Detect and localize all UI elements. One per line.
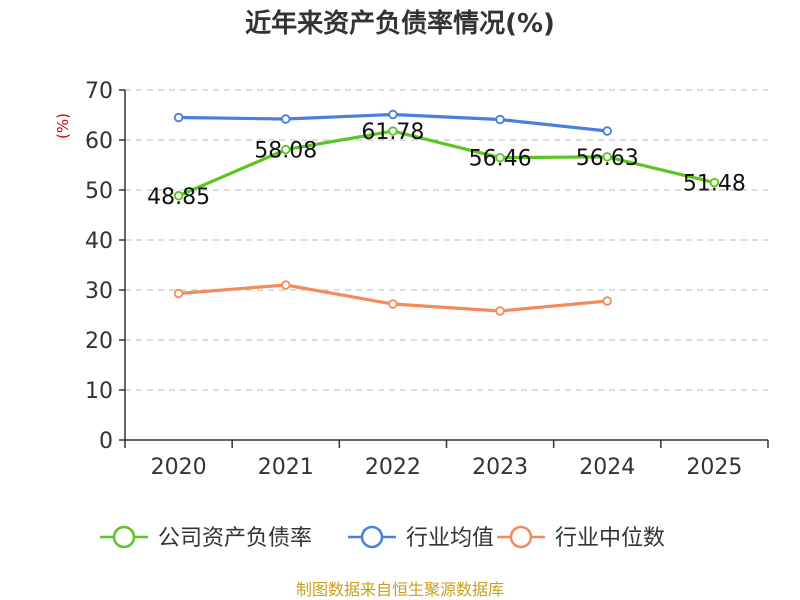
x-tick-label: 2021	[258, 455, 314, 480]
axes: 0 10 20 30 40 50 60 70 2020 2021 2022 2023 2024 2025	[85, 79, 769, 480]
x-tick-label: 2023	[472, 455, 528, 480]
y-tick-label: 30	[85, 279, 113, 304]
data-label: 58.08	[254, 139, 317, 164]
data-point	[281, 144, 291, 155]
x-tick-label: 2022	[365, 455, 421, 480]
data-point	[388, 299, 398, 309]
data-point	[388, 126, 398, 136]
data-point	[173, 288, 184, 299]
y-axis-unit: (%)	[54, 113, 72, 139]
legend: 公司资产负债率 行业均值 行业中位数	[100, 525, 665, 551]
y-tick-label: 50	[85, 179, 113, 204]
source-note: 制图数据来自恒生聚源数据库	[296, 580, 504, 599]
data-label: 48.85	[147, 185, 210, 210]
data-point	[173, 191, 184, 201]
data-point	[709, 177, 720, 188]
data-label: 51.48	[683, 172, 746, 197]
data-point	[495, 306, 505, 316]
data-label: 61.78	[361, 120, 424, 145]
y-tick-label: 60	[85, 129, 113, 154]
legend-marker	[509, 525, 533, 549]
legend-label: 公司资产负债率	[158, 526, 312, 551]
y-tick-label: 70	[85, 79, 113, 104]
y-tick-label: 10	[85, 379, 113, 404]
y-tick-label: 0	[99, 429, 113, 454]
data-point	[281, 114, 291, 124]
y-tick-label: 20	[85, 329, 113, 354]
data-label: 56.46	[469, 147, 532, 172]
legend-marker	[360, 525, 384, 549]
x-tick-label: 2020	[151, 455, 207, 480]
data-point	[602, 152, 612, 162]
grid-lines	[125, 89, 768, 391]
y-tick-label: 40	[85, 229, 113, 254]
data-point	[495, 152, 505, 163]
chart-title: 近年来资产负债率情况(%)	[245, 8, 555, 39]
data-point	[495, 114, 505, 125]
legend-label: 行业均值	[406, 526, 494, 551]
data-point	[281, 280, 291, 290]
series-line-0	[177, 129, 715, 198]
legend-marker	[112, 525, 136, 549]
data-point	[173, 112, 184, 123]
data-point	[602, 126, 612, 136]
x-tick-label: 2024	[579, 455, 635, 480]
data-point	[388, 109, 398, 120]
data-label: 56.63	[576, 146, 639, 171]
legend-label: 行业中位数	[555, 526, 665, 551]
data-labels: 48.85 58.08 61.78 56.46 56.63 51.48	[147, 120, 746, 210]
data-point	[602, 296, 612, 306]
x-tick-label: 2025	[686, 455, 742, 480]
series-layer	[173, 109, 720, 316]
